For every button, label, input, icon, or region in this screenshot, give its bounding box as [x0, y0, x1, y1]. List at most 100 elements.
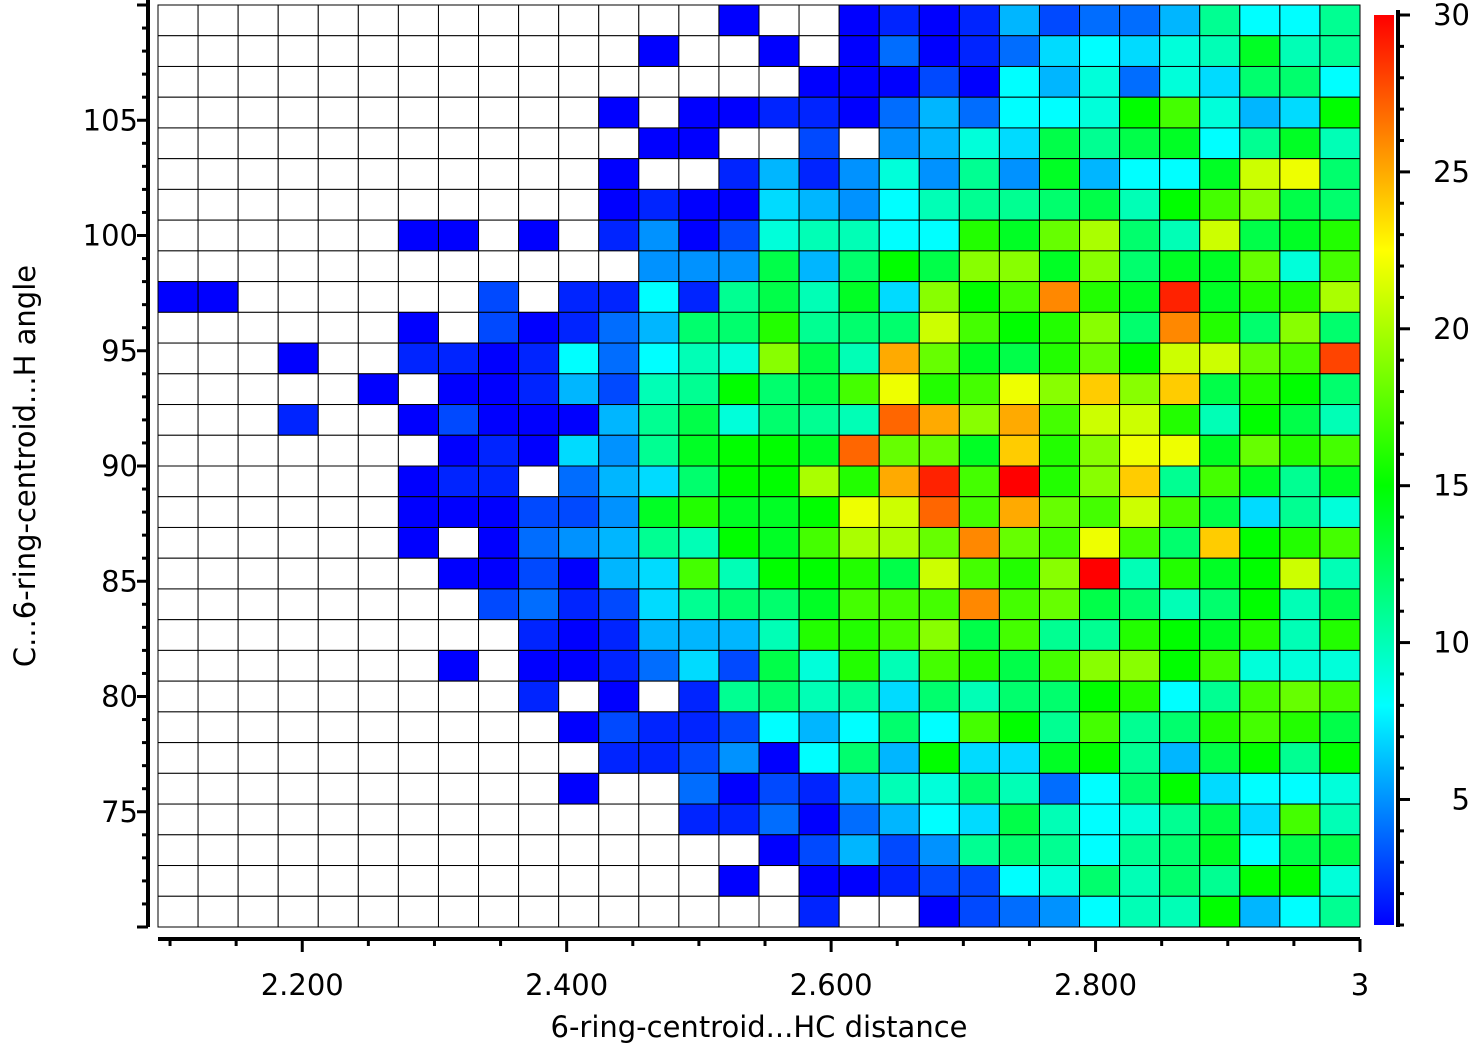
heatmap-cell	[638, 803, 680, 836]
heatmap-cell	[357, 4, 399, 37]
heatmap-cell	[1159, 895, 1201, 928]
heatmap-cell	[437, 434, 480, 467]
heatmap-cell	[798, 250, 840, 283]
heatmap-cell	[638, 188, 680, 221]
heatmap-cell	[838, 649, 880, 682]
heatmap-cell	[197, 188, 239, 221]
heatmap-cell	[157, 465, 199, 498]
heatmap-cell	[958, 342, 1000, 375]
heatmap-cell	[958, 895, 1000, 928]
heatmap-cell	[357, 619, 399, 651]
heatmap-cell	[798, 127, 840, 160]
heatmap-cell	[277, 557, 319, 590]
heatmap-cell	[878, 865, 920, 897]
heatmap-cell	[1119, 465, 1161, 498]
heatmap-cell	[598, 311, 640, 344]
heatmap-cell	[277, 311, 319, 344]
heatmap-cell	[1199, 834, 1241, 867]
heatmap-cell	[437, 281, 480, 313]
heatmap-cell	[1159, 158, 1201, 190]
heatmap-cell	[518, 4, 560, 37]
heatmap-cell	[1038, 4, 1081, 37]
heatmap-cell	[1319, 649, 1361, 682]
heatmap-cell	[197, 96, 239, 129]
heatmap-cell	[317, 434, 359, 467]
heatmap-cell	[558, 680, 600, 713]
heatmap-cell	[357, 526, 399, 559]
heatmap-cell	[157, 373, 199, 406]
heatmap-cell	[598, 4, 640, 37]
heatmap-cell	[277, 373, 319, 406]
heatmap-cell	[958, 619, 1000, 651]
heatmap-cell	[397, 188, 439, 221]
heatmap-cell	[1038, 680, 1081, 713]
heatmap-cell	[558, 834, 600, 867]
heatmap-cell	[718, 65, 760, 98]
heatmap-cell	[758, 434, 800, 467]
heatmap-cell	[918, 96, 960, 129]
heatmap-cell	[958, 35, 1000, 67]
heatmap-cell	[317, 680, 359, 713]
heatmap-cell	[758, 404, 800, 436]
heatmap-cell	[838, 281, 880, 313]
heatmap-cell	[638, 526, 680, 559]
heatmap-cell	[157, 404, 199, 436]
heatmap-cell	[1159, 557, 1201, 590]
heatmap-cell	[558, 342, 600, 375]
heatmap-cell	[518, 680, 560, 713]
heatmap-cell	[838, 772, 880, 805]
heatmap-cell	[678, 96, 720, 129]
heatmap-cell	[237, 742, 279, 774]
heatmap-cell	[1319, 865, 1361, 897]
heatmap-cell	[678, 35, 720, 67]
heatmap-cell	[478, 250, 520, 283]
heatmap-cell	[1119, 588, 1161, 621]
heatmap-cell	[157, 557, 199, 590]
heatmap-cell	[598, 557, 640, 590]
heatmap-cell	[437, 311, 480, 344]
heatmap-cell	[838, 834, 880, 867]
heatmap-cell	[638, 404, 680, 436]
heatmap-cell	[157, 772, 199, 805]
heatmap-cell	[1199, 4, 1241, 37]
heatmap-cell	[397, 680, 439, 713]
heatmap-cell	[478, 895, 520, 928]
heatmap-cell	[357, 865, 399, 897]
heatmap-cell	[718, 649, 760, 682]
heatmap-cell	[678, 158, 720, 190]
heatmap-cell	[1079, 742, 1121, 774]
heatmap-cell	[1279, 619, 1321, 651]
heatmap-cell	[317, 465, 359, 498]
heatmap-cell	[1079, 158, 1121, 190]
heatmap-cell	[357, 895, 399, 928]
heatmap-cell	[638, 834, 680, 867]
heatmap-cell	[998, 219, 1040, 252]
heatmap-cell	[998, 803, 1040, 836]
heatmap-cell	[437, 526, 480, 559]
heatmap-cell	[437, 772, 480, 805]
heatmap-cell	[1239, 588, 1281, 621]
heatmap-cell	[518, 96, 560, 129]
heatmap-cell	[958, 526, 1000, 559]
heatmap-cell	[838, 373, 880, 406]
heatmap-cell	[518, 772, 560, 805]
heatmap-cell	[1199, 865, 1241, 897]
heatmap-cell	[758, 342, 800, 375]
heatmap-cell	[1038, 588, 1081, 621]
heatmap-cell	[478, 188, 520, 221]
heatmap-cell	[1159, 834, 1201, 867]
heatmap-cell	[1079, 342, 1121, 375]
heatmap-cell	[598, 742, 640, 774]
heatmap-cell	[878, 434, 920, 467]
heatmap-cell	[397, 158, 439, 190]
heatmap-cell	[1279, 803, 1321, 836]
heatmap-cell	[678, 526, 720, 559]
heatmap-cell	[1319, 557, 1361, 590]
heatmap-cell	[518, 496, 560, 528]
heatmap-cell	[798, 188, 840, 221]
heatmap-cell	[437, 465, 480, 498]
heatmap-cell	[397, 742, 439, 774]
heatmap-cell	[478, 588, 520, 621]
heatmap-cell	[237, 250, 279, 283]
heatmap-cell	[1159, 865, 1201, 897]
